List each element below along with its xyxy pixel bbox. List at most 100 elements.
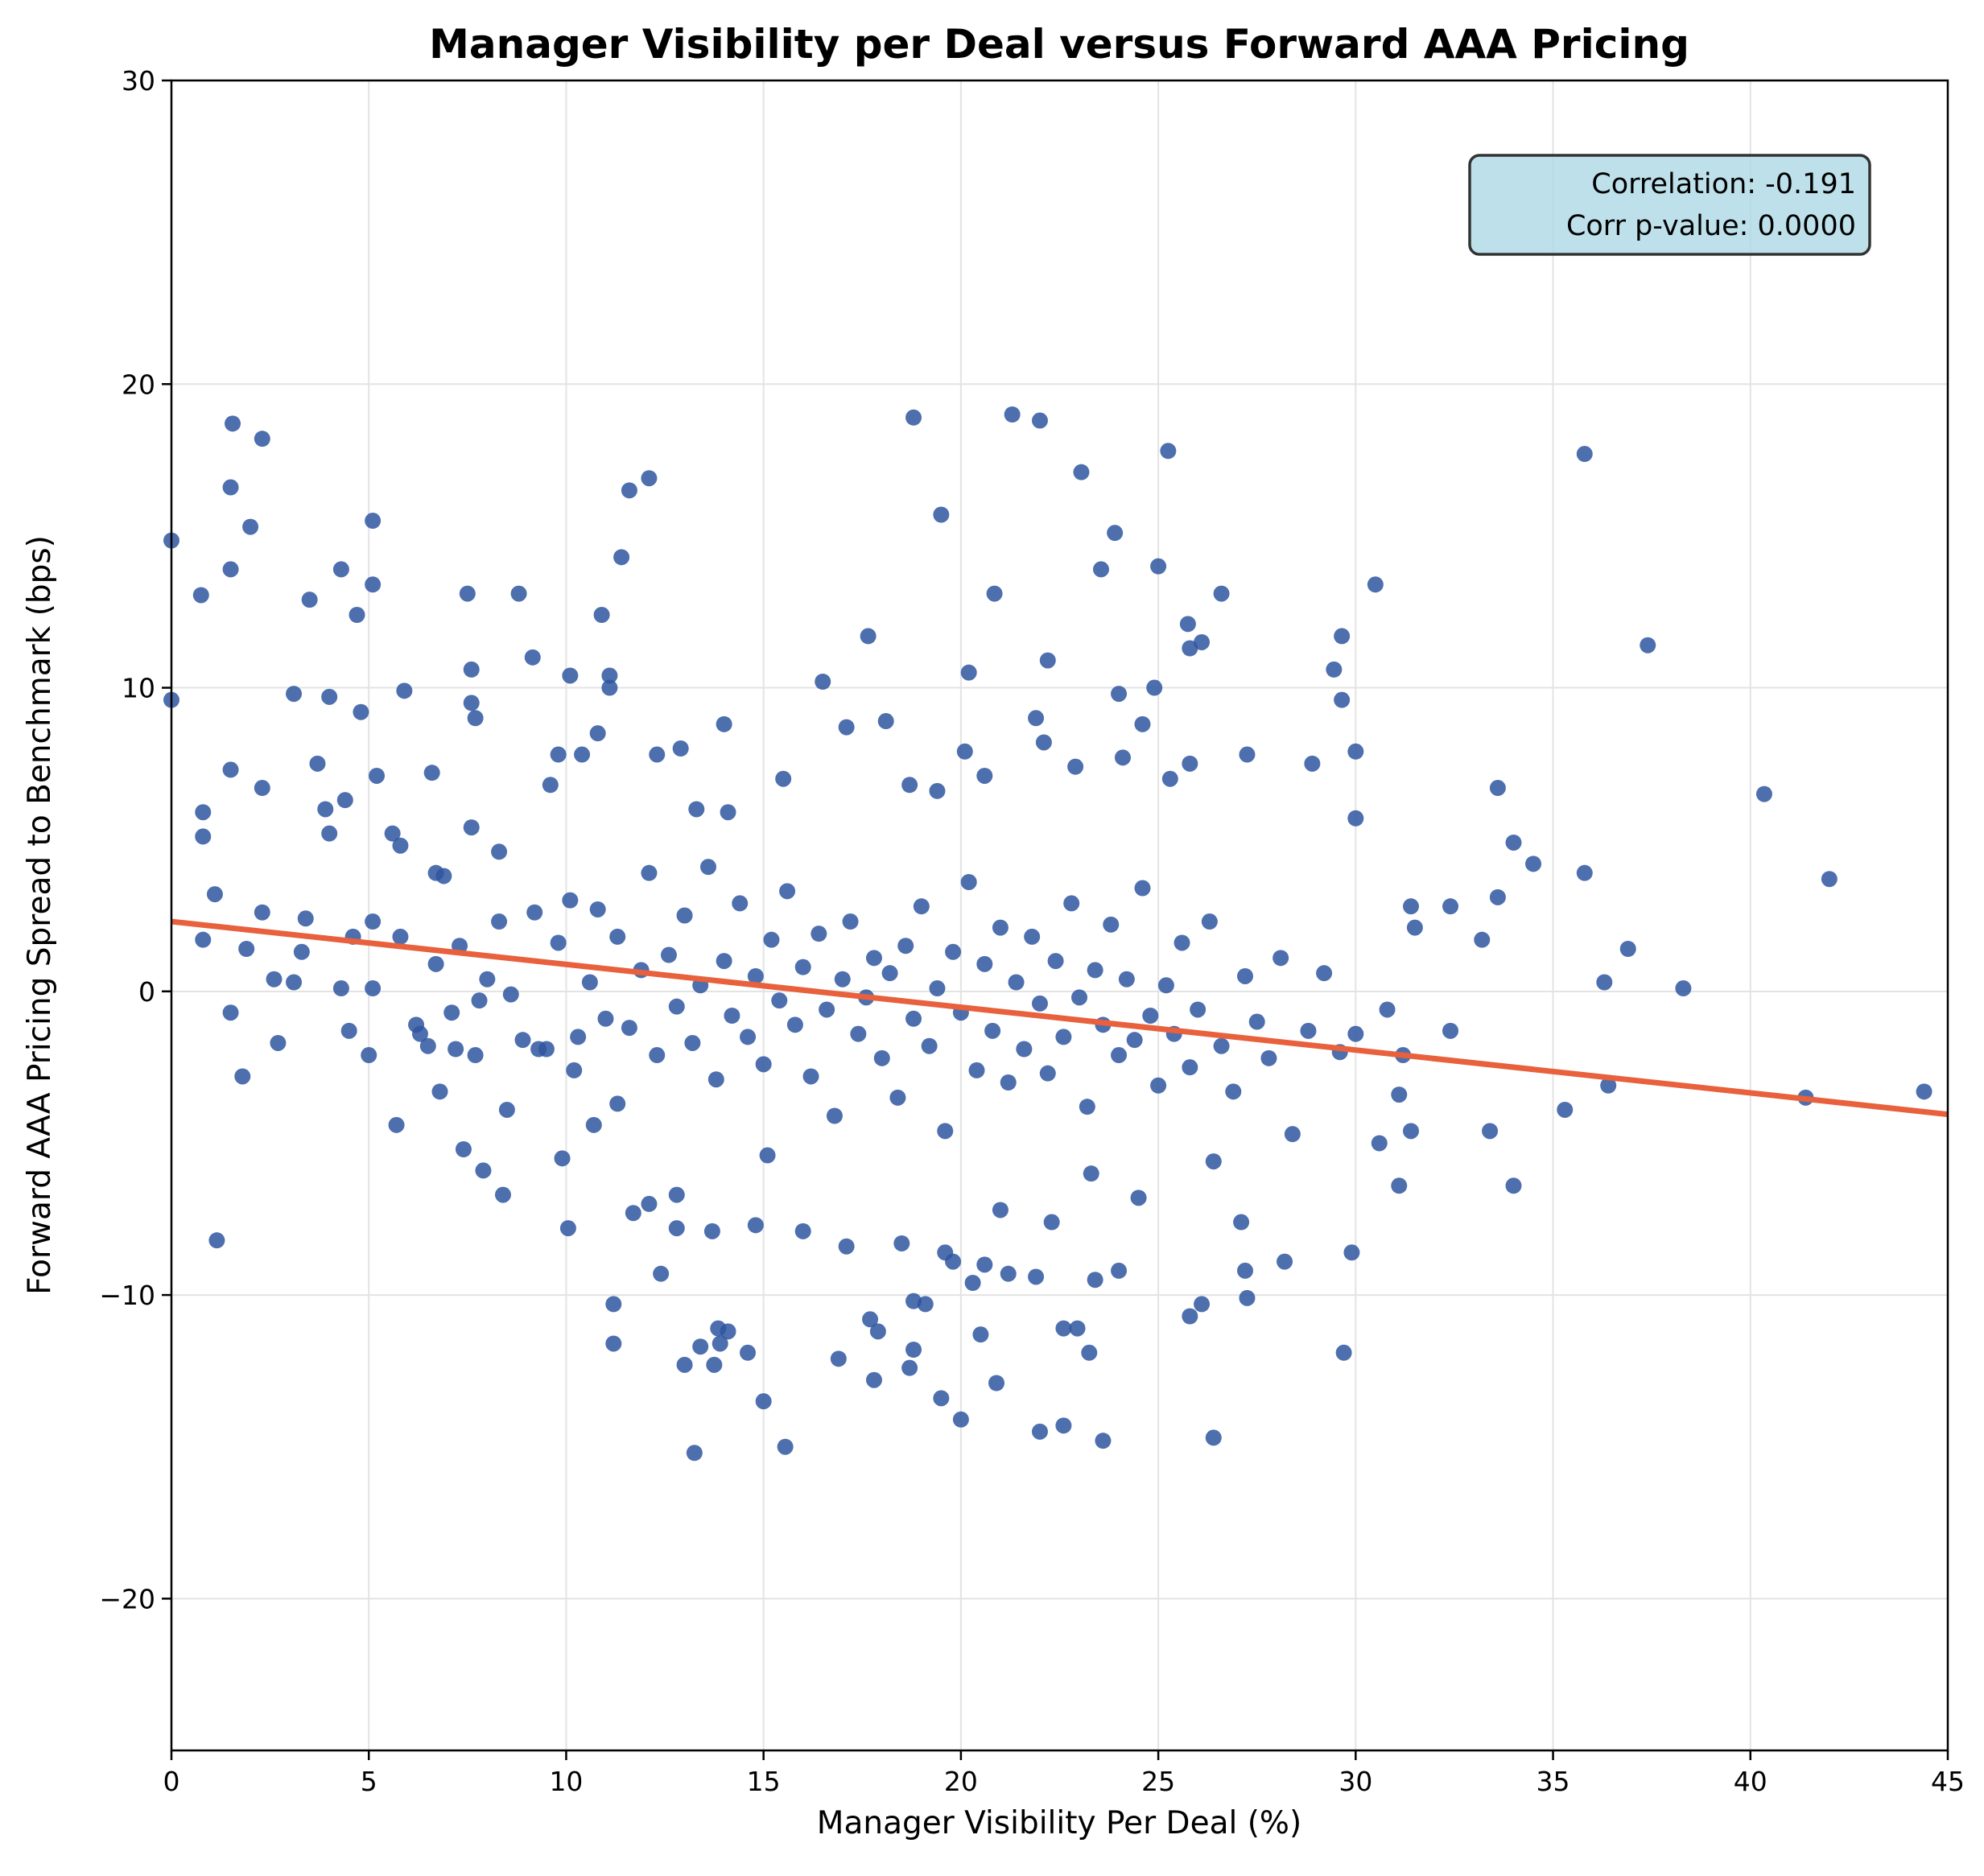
- data-point: [369, 767, 386, 784]
- data-point: [361, 1047, 377, 1064]
- data-point: [332, 561, 349, 578]
- data-point: [411, 1025, 428, 1042]
- data-point: [1379, 1001, 1396, 1018]
- data-point: [601, 667, 618, 684]
- data-point: [443, 1004, 460, 1021]
- data-point: [286, 686, 303, 703]
- data-point: [605, 1296, 622, 1313]
- chart-title: Manager Visibility per Deal versus Forwa…: [429, 21, 1689, 68]
- data-point: [550, 746, 567, 763]
- data-point: [1118, 971, 1135, 987]
- data-point: [834, 971, 851, 987]
- data-point: [720, 804, 736, 821]
- data-point: [502, 986, 519, 1003]
- y-tick-label: −10: [99, 1280, 155, 1311]
- data-point: [672, 740, 689, 757]
- data-point: [869, 1323, 886, 1340]
- x-tick-label: 10: [549, 1766, 583, 1797]
- y-tick-label: 20: [122, 369, 155, 400]
- data-point: [1442, 1022, 1459, 1039]
- data-point: [365, 513, 382, 530]
- x-tick-label: 25: [1141, 1766, 1175, 1797]
- data-point: [1402, 1123, 1419, 1140]
- data-point: [1079, 1099, 1095, 1115]
- data-point: [873, 1049, 890, 1066]
- data-point: [192, 587, 209, 604]
- data-point: [1525, 856, 1542, 872]
- data-point: [475, 1162, 492, 1179]
- data-point: [1087, 1272, 1103, 1288]
- data-point: [530, 1041, 547, 1058]
- data-point: [668, 998, 685, 1015]
- data-point: [917, 1296, 934, 1313]
- data-point: [574, 746, 591, 763]
- data-point: [1182, 755, 1198, 772]
- data-point: [570, 1029, 587, 1045]
- data-point: [842, 913, 859, 930]
- data-point: [901, 777, 918, 794]
- data-point: [815, 674, 831, 690]
- data-point: [984, 1022, 1001, 1039]
- data-point: [747, 1217, 764, 1234]
- data-point: [589, 901, 606, 917]
- data-point: [585, 1116, 602, 1133]
- x-tick-label: 45: [1931, 1766, 1965, 1797]
- data-point: [1028, 710, 1045, 727]
- data-point: [1173, 934, 1190, 951]
- data-point: [471, 992, 488, 1009]
- data-point: [779, 883, 796, 900]
- data-point: [195, 804, 212, 821]
- data-point: [1114, 749, 1131, 766]
- data-point: [811, 926, 827, 942]
- data-point: [242, 518, 259, 535]
- data-point: [755, 1056, 772, 1073]
- data-point: [498, 1101, 515, 1118]
- data-point: [1024, 928, 1041, 945]
- data-point: [317, 801, 334, 818]
- data-point: [1073, 464, 1090, 480]
- data-point: [1489, 889, 1506, 905]
- data-point: [494, 1186, 511, 1203]
- data-point: [321, 688, 338, 705]
- data-point: [1190, 1001, 1206, 1018]
- data-point: [1134, 715, 1151, 732]
- data-point: [392, 837, 409, 854]
- data-point: [1442, 898, 1459, 915]
- trend-line: [171, 918, 1949, 1118]
- data-point: [427, 955, 444, 972]
- data-point: [1916, 1083, 1932, 1100]
- data-point: [1391, 1086, 1408, 1103]
- data-point: [641, 864, 658, 881]
- data-point: [1095, 1433, 1112, 1449]
- data-point: [747, 967, 764, 984]
- data-point: [905, 1342, 922, 1358]
- data-point: [222, 1004, 239, 1021]
- data-point: [609, 928, 626, 945]
- data-point: [1000, 1265, 1017, 1282]
- data-point: [1347, 1025, 1364, 1042]
- data-point: [448, 1041, 464, 1058]
- data-point: [1489, 780, 1506, 797]
- data-point: [1028, 1268, 1045, 1285]
- data-point: [1111, 1047, 1128, 1064]
- data-point: [862, 1311, 879, 1328]
- data-point: [1182, 640, 1198, 657]
- data-point: [479, 971, 496, 987]
- data-point: [819, 1001, 835, 1018]
- data-point: [786, 1016, 803, 1033]
- data-point: [1239, 1289, 1256, 1306]
- data-point: [1142, 1008, 1159, 1024]
- data-point: [332, 980, 349, 997]
- data-point: [423, 765, 440, 781]
- data-point: [706, 1356, 723, 1373]
- data-point: [775, 770, 792, 787]
- x-tick-label: 5: [361, 1766, 377, 1797]
- data-point: [889, 1089, 906, 1106]
- data-point: [933, 1390, 950, 1407]
- data-point: [601, 679, 618, 696]
- data-point: [1179, 616, 1196, 633]
- data-point: [1000, 1074, 1017, 1091]
- data-point: [526, 904, 543, 921]
- data-point: [802, 1068, 819, 1085]
